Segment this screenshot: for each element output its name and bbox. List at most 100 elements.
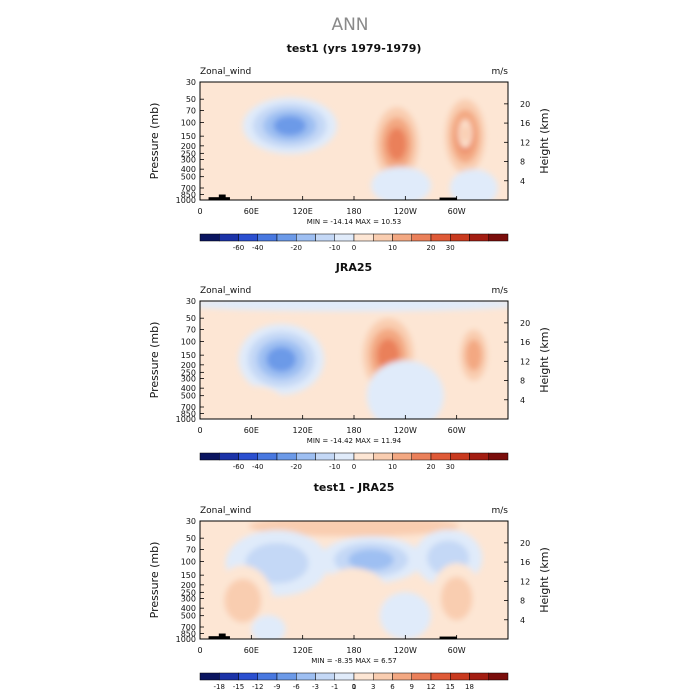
colorbar-label: 6 <box>390 683 395 691</box>
contour-field <box>200 521 508 639</box>
lon-tick-label: 120W <box>394 646 417 655</box>
colorbar-swatch <box>219 452 239 461</box>
min-max-stats: MIN = -14.14 MAX = 10.53 <box>307 218 401 226</box>
contour-shell-0-3 <box>266 347 297 372</box>
colorbar-swatch <box>199 672 220 681</box>
colorbar-label: 0 <box>352 244 356 252</box>
contour-shells <box>200 521 508 639</box>
colorbar-swatch <box>430 233 451 242</box>
pressure-tick-label: 300 <box>181 594 196 603</box>
colorbar-swatch <box>257 233 278 242</box>
pressure-axis-title: Pressure (mb) <box>148 322 161 399</box>
colorbar-label: 18 <box>465 683 474 691</box>
height-tick-label: 12 <box>520 138 530 147</box>
pressure-tick-label: 850 <box>181 410 196 419</box>
colorbar-label: 0 <box>352 463 356 471</box>
height-tick-label: 8 <box>520 158 525 167</box>
colorbar-swatch <box>315 233 335 242</box>
contour-shell-3-0 <box>200 301 508 312</box>
colorbar-swatch <box>257 452 278 461</box>
colorbar-label: 20 <box>427 244 436 252</box>
pressure-tick-label: 300 <box>181 374 196 383</box>
colorbar-swatch <box>469 452 489 461</box>
colorbar-swatch <box>430 452 451 461</box>
pressure-tick-label: 700 <box>181 403 196 412</box>
colorbar-label: -60 <box>233 244 244 252</box>
pressure-tick-label: 700 <box>181 184 196 193</box>
lon-tick-label: 0 <box>197 426 202 435</box>
pressure-tick-label: 850 <box>181 191 196 200</box>
pressure-tick-label: 1000 <box>176 196 196 205</box>
pressure-tick-label: 200 <box>181 361 196 370</box>
contour-shell-3-1 <box>461 125 470 143</box>
colorbar-label: 10 <box>388 463 397 471</box>
colorbar-label: 10 <box>388 244 397 252</box>
colorbar-swatch <box>488 672 509 681</box>
contour-shells <box>204 88 498 200</box>
colorbar-swatch <box>219 233 239 242</box>
height-tick-label: 20 <box>520 100 530 109</box>
colorbar-swatch <box>488 233 509 242</box>
colorbar-swatch <box>334 672 355 681</box>
lon-tick-label: 120W <box>394 426 417 435</box>
colorbar-label: -18 <box>214 683 225 691</box>
pressure-tick-label: 50 <box>186 314 196 323</box>
pressure-tick-label: 50 <box>186 95 196 104</box>
lon-tick-label: 120W <box>394 207 417 216</box>
pressure-tick-label: 150 <box>181 571 196 580</box>
height-tick-label: 8 <box>520 597 525 606</box>
pressure-tick-label: 200 <box>181 142 196 151</box>
colorbar-label: 0 <box>352 683 356 691</box>
colorbar-swatch <box>353 233 374 242</box>
colorbar-swatch <box>199 233 220 242</box>
panels-container: test1 (yrs 1979-1979)Zonal_wind m/s305070… <box>148 42 551 691</box>
pressure-tick-label: 150 <box>181 132 196 141</box>
pressure-tick-label: 200 <box>181 581 196 590</box>
pressure-tick-label: 250 <box>181 149 196 158</box>
contour-shell-4-0 <box>371 166 431 200</box>
colorbar-swatch <box>238 452 258 461</box>
variable-label: Zonal_wind <box>200 506 251 516</box>
height-axis-title: Height (km) <box>538 108 551 174</box>
colorbar-label: 15 <box>446 683 455 691</box>
colorbar-swatch <box>315 452 335 461</box>
colorbar-label: -12 <box>252 683 263 691</box>
colorbar-swatch <box>450 672 470 681</box>
contour-shell-5-0 <box>449 169 498 200</box>
colorbar-label: -1 <box>331 683 338 691</box>
colorbar-swatch <box>450 452 470 461</box>
land-mask-1 <box>218 633 226 639</box>
colorbar-swatch <box>392 452 412 461</box>
height-tick-label: 16 <box>520 119 530 128</box>
colorbar-label: -10 <box>329 463 340 471</box>
colorbar-swatch <box>373 452 393 461</box>
height-tick-label: 4 <box>520 616 525 625</box>
contour-shell-2-2 <box>465 339 483 371</box>
lon-tick-label: 180 <box>346 207 361 216</box>
pressure-tick-label: 500 <box>181 392 196 401</box>
contour-shell-1-3 <box>386 127 407 161</box>
figure-title: ANN <box>331 15 368 35</box>
pressure-tick-label: 30 <box>186 78 196 87</box>
pressure-axis-title: Pressure (mb) <box>148 103 161 180</box>
colorbar-label: -20 <box>291 463 302 471</box>
panel-title: JRA25 <box>335 261 372 274</box>
height-tick-label: 12 <box>520 577 530 586</box>
contour-shell-7-0 <box>204 143 230 182</box>
colorbar-label: -6 <box>293 683 301 691</box>
contour-shell-1-2 <box>348 549 394 571</box>
lon-tick-label: 120E <box>293 207 313 216</box>
colorbar-swatch <box>373 233 393 242</box>
height-tick-label: 16 <box>520 558 530 567</box>
pressure-tick-label: 70 <box>186 326 196 335</box>
colorbar-swatch <box>411 233 432 242</box>
pressure-tick-label: 300 <box>181 155 196 164</box>
panel-title: test1 - JRA25 <box>314 481 395 494</box>
colorbar-swatch <box>219 672 239 681</box>
lon-tick-label: 120E <box>293 646 313 655</box>
contour-shell-6-0 <box>319 567 389 625</box>
colorbar-swatch <box>257 672 278 681</box>
colorbar-swatch <box>469 233 489 242</box>
